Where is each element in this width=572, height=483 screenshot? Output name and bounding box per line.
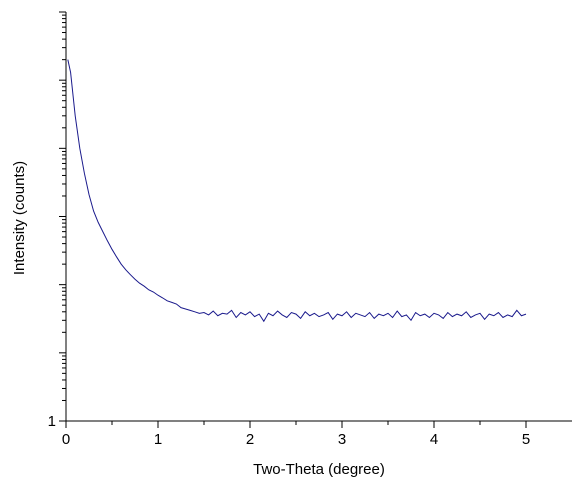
series-line: [67, 59, 527, 323]
x-axis-title: Two-Theta (degree): [253, 461, 385, 478]
y-axis-ticks: 1: [48, 11, 66, 430]
y-tick-label: 1: [48, 413, 56, 430]
x-tick-label: 2: [246, 431, 254, 448]
x-tick-label: 4: [430, 431, 438, 448]
x-axis-ticks: 0 1 2 3 4 5: [62, 421, 530, 448]
x-tick-label: 5: [522, 431, 530, 448]
y-axis-title: Intensity (counts): [11, 161, 28, 275]
x-tick-label: 0: [62, 431, 70, 448]
x-tick-label: 1: [154, 431, 162, 448]
x-tick-label: 3: [338, 431, 346, 448]
